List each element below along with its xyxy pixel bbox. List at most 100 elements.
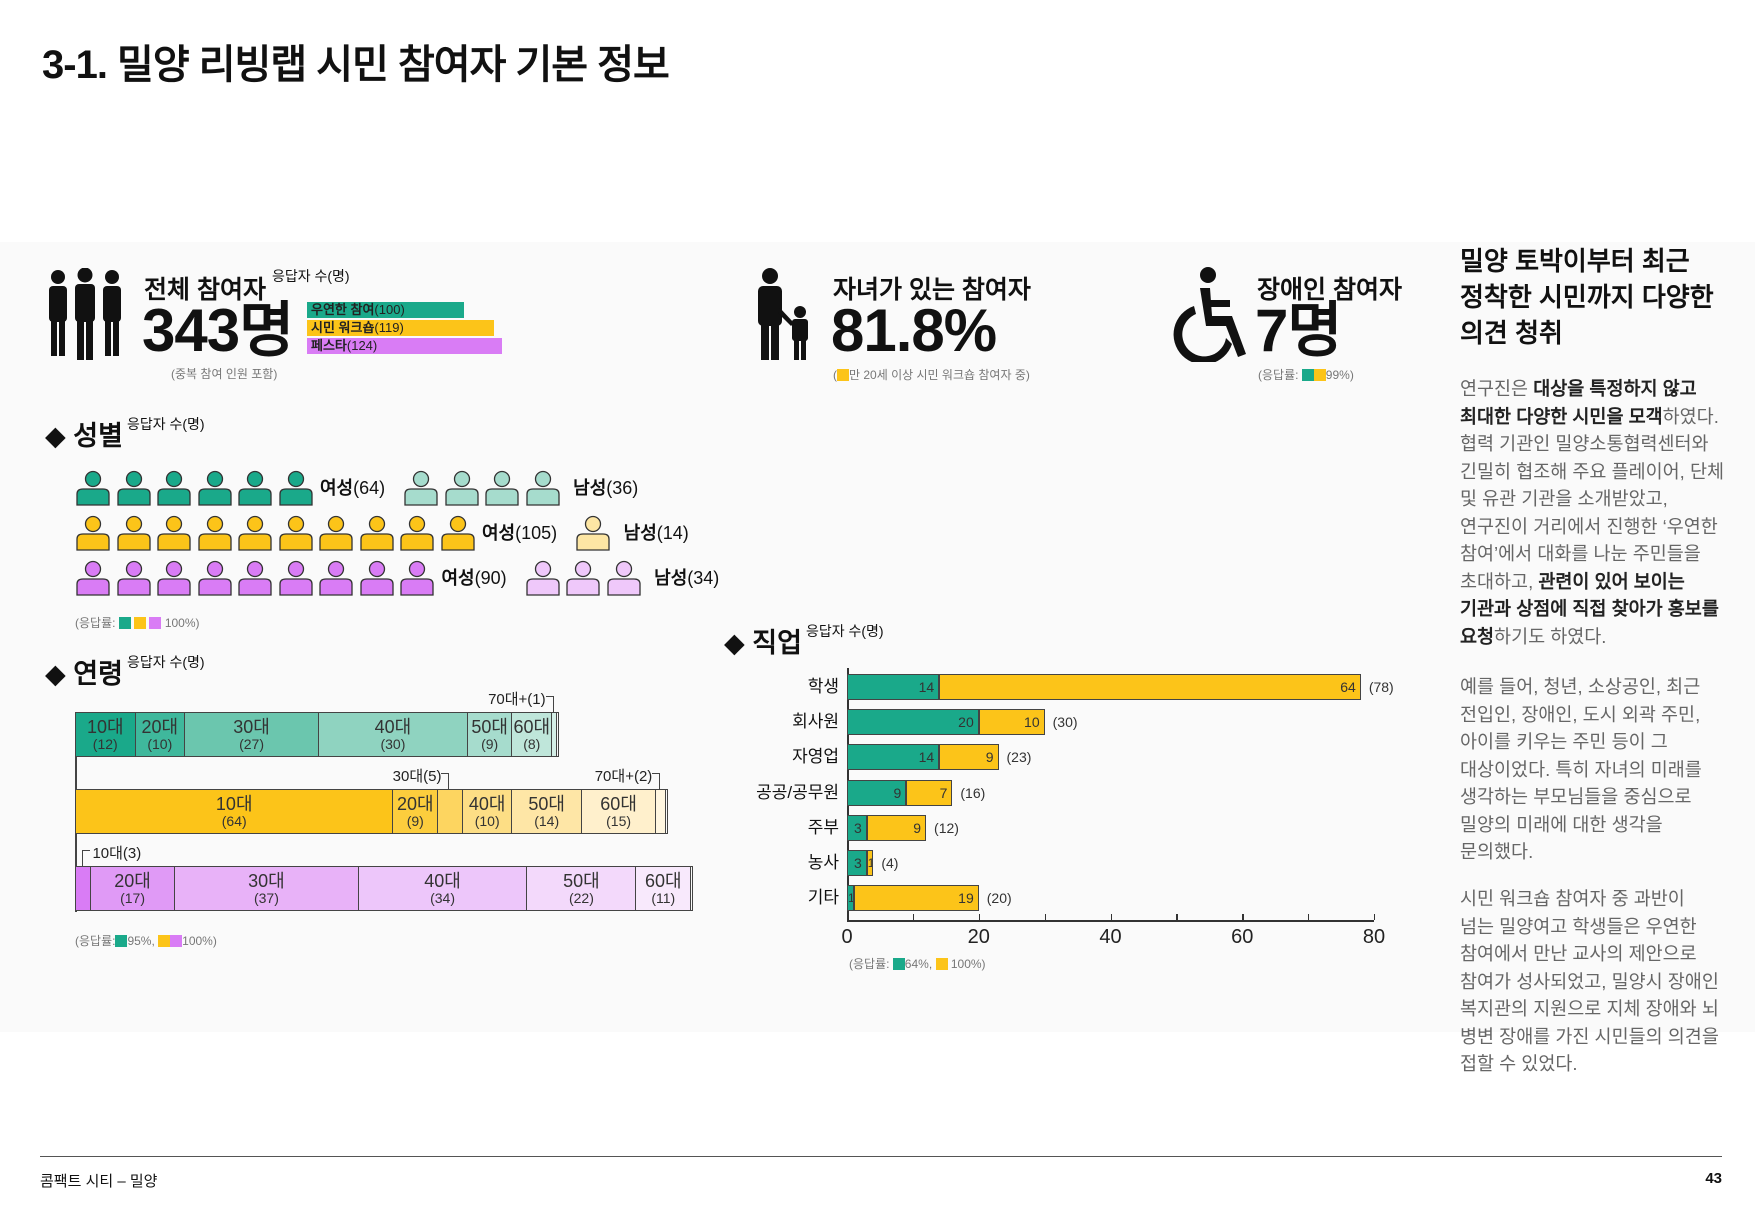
age-segment-value: (9) <box>406 812 424 829</box>
age-segment-value: (15) <box>606 812 632 829</box>
person-icon <box>484 470 520 511</box>
person-icon <box>399 560 435 601</box>
age-segment-value: (9) <box>481 735 499 752</box>
total-note: (중복 참여 인원 포함) <box>171 367 278 381</box>
age-segment: 50대 (14) <box>512 790 582 833</box>
age-segment-value: (17) <box>120 889 145 906</box>
callout-line <box>82 850 91 866</box>
text-line: 및 유관 기관을 소개받았고, <box>1460 485 1724 513</box>
job-category-label: 학생 <box>807 677 839 696</box>
callout-line <box>545 696 554 712</box>
text-line: 연구진은 대상을 특정하지 않고 <box>1460 375 1724 403</box>
paragraph: 예를 들어, 청년, 소상공인, 최근 전입인, 장애인, 도시 외곽 주민, 아이… <box>1460 673 1702 866</box>
text-span: 대상이었다. 특히 자녀의 미래를 <box>1460 758 1702 780</box>
age-segment-label: 40대 <box>424 870 461 891</box>
age-segment: 10대 (12) <box>76 713 136 756</box>
age-segment: 40대 (30) <box>319 713 468 756</box>
age-segment-value: (34) <box>430 889 455 906</box>
gender-male-label: 남성(36) <box>573 478 639 498</box>
text-span: 협력 기관인 밀양소통협력센터와 <box>1460 433 1709 454</box>
text-line: 문의했다. <box>1460 838 1702 866</box>
job-category-label: 공공/공무원 <box>756 782 839 802</box>
job-bar-segment: 14 <box>847 674 940 700</box>
age-segment-value: (64) <box>221 812 247 829</box>
person-icon <box>575 515 611 556</box>
x-tick-mark <box>1110 914 1112 920</box>
job-total-label: (12) <box>934 819 959 836</box>
job-bar-segment: 3 <box>847 850 867 876</box>
age-segment-label: 40대 <box>374 716 412 737</box>
breakdown-bar: 우연한 참여(100) <box>307 302 464 318</box>
age-bar: 10대 (64) 20대 (9) 40대 (10) 50대 (14) 60대 (15) <box>75 789 669 834</box>
x-tick-mark <box>1374 914 1376 920</box>
breakdown-label: 페스타 <box>311 338 347 353</box>
breakdown-count: (100) <box>374 302 405 317</box>
age-callout: 70대+(2) <box>594 768 653 785</box>
text-span: 참여’에서 대화를 나눈 주민들을 <box>1460 543 1701 564</box>
emphasis-text: 관련이 있어 보이는 <box>1538 570 1685 592</box>
age-segment-label: 10대 <box>215 793 253 814</box>
text-line: 요청하기도 하였다. <box>1460 623 1724 651</box>
person-icon <box>156 515 192 556</box>
diamond-bullet-icon: ◆ <box>45 659 74 689</box>
person-icon <box>359 560 395 601</box>
age-segment-label: 60대 <box>644 870 682 891</box>
age-segment-label: 60대 <box>600 793 637 814</box>
gender-heading: ◆ 성별 응답자 수(명) <box>45 416 205 451</box>
age-segment-value: (22) <box>568 889 594 906</box>
yellow-swatch <box>837 369 849 381</box>
heading-line: 밀양 토박이부터 최근 <box>1460 246 1690 276</box>
children-value: 81.8% <box>831 297 997 364</box>
age-segment: 50대 (22) <box>527 867 637 910</box>
age-segment-label: 30대 <box>248 870 285 891</box>
age-segment-label: 50대 <box>563 870 600 891</box>
age-segment: 10대 (64) <box>76 790 394 833</box>
text-span: 문의했다. <box>1460 841 1534 862</box>
x-tick-mark <box>847 914 849 920</box>
total-participants-label: 전체 참여자 응답자 수(명) <box>144 268 350 304</box>
person-icon <box>116 560 152 601</box>
children-label: 자녀가 있는 참여자 <box>833 276 1031 304</box>
person-icon <box>278 560 314 601</box>
diamond-bullet-icon: ◆ <box>724 628 753 658</box>
job-bar-segment: 1 <box>847 885 854 912</box>
text-line: 전입인, 장애인, 도시 외곽 주민, <box>1460 701 1702 729</box>
age-callout: 70대+(1) <box>488 691 546 708</box>
x-tick-label: 60 <box>1231 926 1254 948</box>
person-icon <box>525 560 561 601</box>
job-total-label: (20) <box>986 890 1012 907</box>
job-legend: (응답률: 64%, 100%) <box>849 957 986 971</box>
job-heading: ◆ 직업 응답자 수(명) <box>724 623 884 658</box>
job-bar-segment: 1 <box>866 850 874 876</box>
wheelchair-icon <box>1170 266 1250 367</box>
age-bar: 20대 (17) 30대 (37) 40대 (34) 50대 (22) 60대 (11) <box>75 866 694 911</box>
age-segment-value: (8) <box>523 735 541 752</box>
person-icon <box>278 470 314 511</box>
job-total-label: (30) <box>1052 714 1078 731</box>
age-segment <box>656 790 667 833</box>
x-tick-label: 40 <box>1099 926 1122 948</box>
text-span: 복지관의 지원으로 지체 장애와 뇌 <box>1460 998 1719 1019</box>
gender-male-label: 남성(14) <box>623 523 689 543</box>
age-segment-value: (10) <box>474 812 500 829</box>
text-line: 병변 장애를 가진 시민들의 의견을 <box>1460 1023 1719 1051</box>
person-icon <box>116 470 152 511</box>
parent-child-icon <box>748 268 818 365</box>
age-segment-label: 30대 <box>233 716 270 737</box>
job-bar-segment: 3 <box>847 814 867 841</box>
job-bar-segment: 10 <box>978 709 1045 736</box>
text-line: 연구진이 거리에서 진행한 ‘우연한 <box>1460 513 1724 541</box>
text-line: 시민 워크숍 참여자 중 과반이 <box>1460 885 1719 913</box>
person-icon <box>525 470 561 511</box>
age-segment: 30대 (27) <box>185 713 320 756</box>
text-span: 하였다. <box>1662 405 1719 427</box>
page-title: 3-1. 밀양 리빙랩 시민 참여자 기본 정보 <box>42 43 670 87</box>
person-icon <box>156 470 192 511</box>
text-span: 긴밀히 협조해 주요 플레이어, 단체 <box>1460 460 1724 482</box>
person-icon <box>75 515 111 556</box>
age-segment: 60대 (8) <box>512 713 553 756</box>
person-icon <box>116 515 152 556</box>
text-line: 참여에서 만난 교사의 제안으로 <box>1460 940 1719 968</box>
job-bar-segment: 19 <box>853 885 979 912</box>
callout-line <box>652 773 661 789</box>
